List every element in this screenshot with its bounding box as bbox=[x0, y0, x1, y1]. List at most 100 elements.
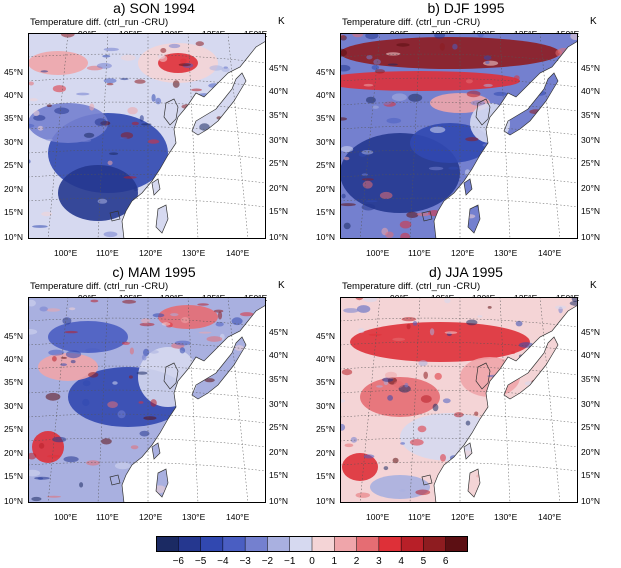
anomaly-speckle bbox=[361, 173, 368, 176]
colorbar-tick-label: −2 bbox=[261, 556, 274, 567]
latitude-gridline bbox=[28, 125, 266, 136]
colorbar-swatch bbox=[401, 536, 424, 552]
anomaly-speckle bbox=[28, 123, 35, 128]
coastline bbox=[467, 468, 481, 498]
anomaly-speckle bbox=[428, 166, 444, 171]
longitude-gridline bbox=[499, 297, 511, 503]
right-latitude-label: 15°N bbox=[581, 470, 600, 481]
anomaly-speckle bbox=[112, 381, 118, 385]
bottom-longitude-label: 140°E bbox=[538, 512, 562, 522]
anomaly-speckle bbox=[379, 191, 393, 200]
colorbar-tick-label: 2 bbox=[353, 556, 360, 567]
right-latitude-label: 35°N bbox=[581, 374, 600, 384]
anomaly-region bbox=[32, 431, 64, 463]
anomaly-speckle bbox=[179, 347, 186, 354]
colorbar-tick-label: 1 bbox=[331, 556, 338, 567]
anomaly-speckle bbox=[466, 319, 478, 326]
anomaly-speckle bbox=[356, 305, 371, 313]
anomaly-speckle bbox=[418, 360, 428, 367]
latitude-gridline bbox=[340, 197, 578, 208]
anomaly-speckle bbox=[483, 55, 492, 60]
anomaly-speckle bbox=[83, 132, 95, 138]
left-latitude-label: 20°N bbox=[4, 448, 23, 458]
coastline bbox=[155, 204, 169, 234]
left-latitude-label: 30°N bbox=[316, 137, 335, 147]
anomaly-speckle bbox=[37, 125, 44, 131]
anomaly-speckle bbox=[170, 313, 179, 317]
anomaly-speckle bbox=[28, 452, 37, 460]
coastline bbox=[475, 362, 491, 390]
longitude-gridline bbox=[499, 33, 511, 239]
anomaly-speckle bbox=[209, 65, 223, 71]
coastline bbox=[463, 442, 473, 460]
colorbar bbox=[156, 536, 468, 552]
anomaly-speckle bbox=[33, 115, 46, 121]
colorbar-tick-label: −6 bbox=[172, 556, 184, 567]
coastline bbox=[163, 98, 179, 126]
longitude-gridline bbox=[97, 297, 109, 503]
longitude-gridline bbox=[187, 297, 199, 503]
bottom-longitude-label: 130°E bbox=[494, 248, 518, 258]
anomaly-speckle bbox=[387, 63, 398, 66]
anomaly-speckle bbox=[139, 430, 150, 437]
colorbar-tick-label: 3 bbox=[376, 556, 382, 567]
coastline bbox=[463, 178, 473, 196]
right-latitude-label: 15°N bbox=[581, 206, 600, 217]
unit-label: K bbox=[278, 280, 285, 291]
left-latitude-label: 45°N bbox=[4, 67, 23, 77]
anomaly-speckle bbox=[409, 439, 424, 446]
anomaly-speckle bbox=[465, 420, 471, 426]
anomaly-speckle bbox=[361, 178, 374, 181]
anomaly-speckle bbox=[204, 378, 215, 383]
anomaly-speckle bbox=[61, 498, 72, 503]
anomaly-speckle bbox=[396, 43, 410, 47]
anomaly-speckle bbox=[439, 43, 445, 51]
anomaly-speckle bbox=[152, 313, 165, 318]
colorbar-tick-label: 4 bbox=[398, 556, 404, 567]
latitude-gridline bbox=[340, 341, 578, 352]
map-frame bbox=[340, 297, 578, 503]
anomaly-speckle bbox=[114, 462, 131, 470]
left-latitude-label: 35°N bbox=[316, 113, 335, 123]
right-latitude-label: 15°N bbox=[269, 206, 288, 217]
colorbar-swatch bbox=[312, 536, 335, 552]
anomaly-speckle bbox=[357, 328, 365, 334]
anomaly-speckle bbox=[343, 222, 351, 230]
anomaly-speckle bbox=[89, 103, 95, 111]
latitude-gridline bbox=[340, 53, 578, 64]
bottom-longitude-label: 120°E bbox=[139, 248, 163, 258]
coastline bbox=[191, 72, 247, 136]
latitude-gridline bbox=[28, 461, 266, 472]
anomaly-speckle bbox=[493, 91, 508, 96]
temperature-difference-map bbox=[340, 297, 578, 503]
map-panel-jja-1995: d) JJA 1995 Temperature diff. (ctrl_run … bbox=[316, 264, 616, 526]
anomaly-speckle bbox=[416, 212, 430, 217]
anomaly-speckle bbox=[161, 322, 171, 326]
anomaly-speckle bbox=[363, 454, 375, 459]
anomaly-speckle bbox=[343, 308, 359, 313]
anomaly-speckle bbox=[119, 137, 128, 140]
right-latitude-label: 10°N bbox=[581, 496, 600, 506]
anomaly-speckle bbox=[401, 317, 417, 322]
colorbar-swatch bbox=[423, 536, 447, 552]
anomaly-speckle bbox=[340, 203, 356, 207]
anomaly-speckle bbox=[76, 92, 90, 96]
anomaly-speckle bbox=[54, 107, 70, 115]
anomaly-speckle bbox=[466, 90, 481, 98]
latitude-gridline bbox=[340, 125, 578, 136]
anomaly-speckle bbox=[48, 349, 65, 356]
anomaly-speckle bbox=[80, 138, 92, 143]
anomaly-speckle bbox=[406, 211, 419, 218]
anomaly-speckle bbox=[46, 139, 53, 141]
anomaly-speckle bbox=[168, 43, 181, 49]
right-latitude-label: 20°N bbox=[581, 446, 600, 457]
left-latitude-label: 10°N bbox=[316, 496, 335, 506]
anomaly-speckle bbox=[340, 117, 348, 121]
anomaly-speckle bbox=[442, 398, 451, 404]
coastline bbox=[109, 474, 121, 486]
left-latitude-label: 10°N bbox=[316, 232, 335, 242]
anomaly-speckle bbox=[420, 395, 432, 403]
anomaly-speckle bbox=[143, 416, 157, 420]
anomaly-speckle bbox=[363, 83, 374, 87]
anomaly-speckle bbox=[483, 83, 493, 87]
